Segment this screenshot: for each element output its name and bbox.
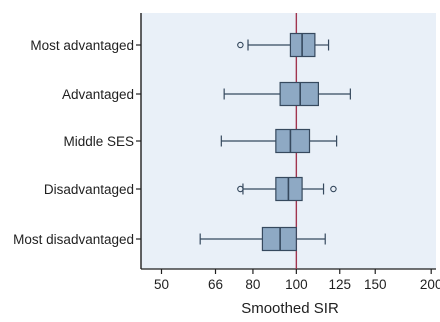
x-tick-label: 66 xyxy=(208,277,223,292)
y-tick-label: Most advantaged xyxy=(30,38,134,53)
x-tick-label: 100 xyxy=(285,277,308,292)
box-iqr xyxy=(276,130,310,153)
plot-layer xyxy=(141,13,436,269)
box-iqr xyxy=(280,83,318,106)
x-tick-label: 125 xyxy=(328,277,351,292)
x-tick-label: 150 xyxy=(364,277,387,292)
x-axis-title: Smoothed SIR xyxy=(241,300,339,317)
y-tick-label: Middle SES xyxy=(63,134,134,149)
x-tick-label: 200 xyxy=(420,277,440,292)
y-tick-label: Advantaged xyxy=(62,87,134,102)
y-tick-label: Disadvantaged xyxy=(44,182,134,197)
x-tick-label: 50 xyxy=(154,277,169,292)
x-tick-label: 80 xyxy=(245,277,260,292)
y-tick-label: Most disadvantaged xyxy=(13,232,134,247)
